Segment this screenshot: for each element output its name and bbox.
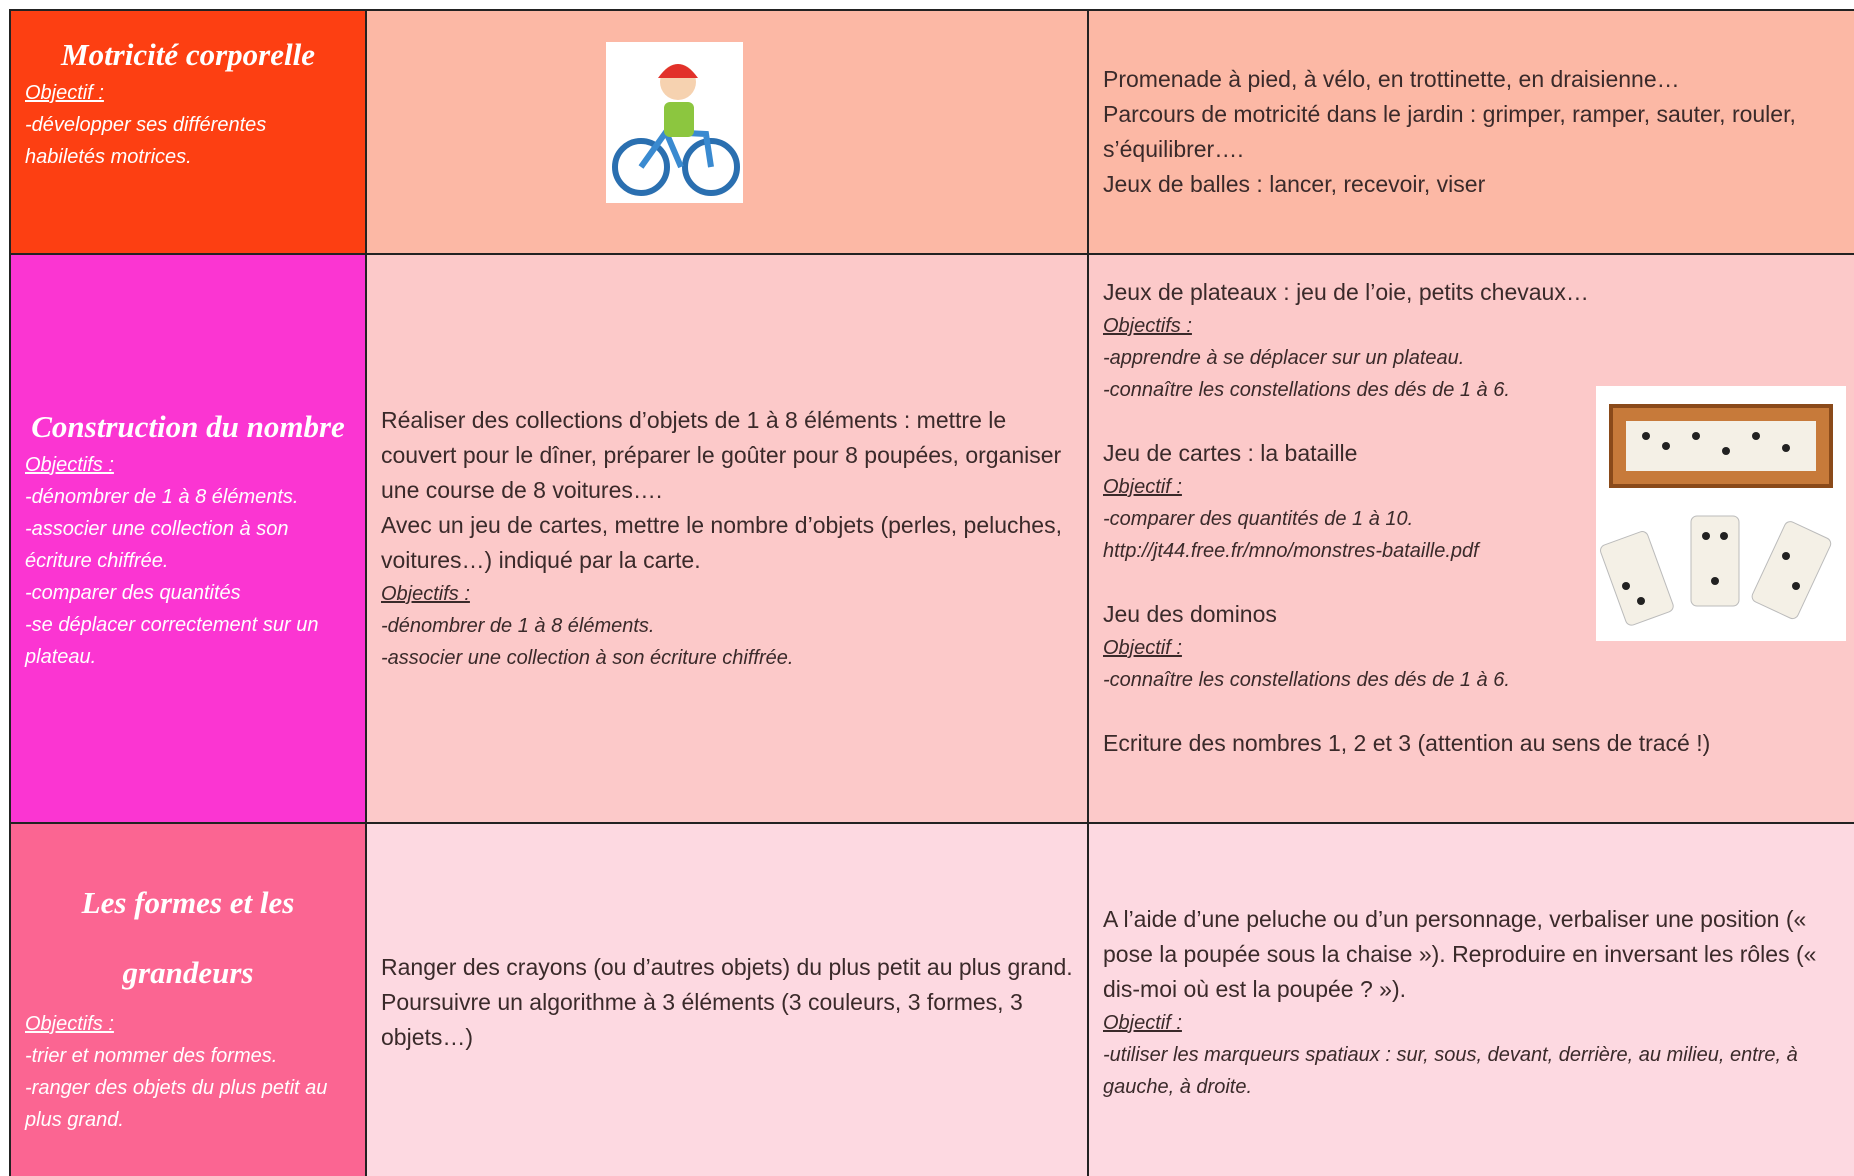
activity: Jeux de balles : lancer, recevoir, viser	[1103, 171, 1486, 197]
objective: -connaître les constellations des dés de…	[1103, 379, 1510, 401]
activity: Jeu des dominos	[1103, 601, 1277, 627]
domain-title: Les formes et les grandeurs	[81, 885, 295, 990]
activity: Jeux de plateaux : jeu de l’oie, petits …	[1103, 279, 1589, 305]
domain-title: Motricité corporelle	[61, 37, 315, 72]
domino-image	[1596, 386, 1846, 641]
activity-cell: A l’aide d’une peluche ou d’un personnag…	[1087, 822, 1854, 1176]
activity: Réaliser des collections d’objets de 1 à…	[381, 407, 1062, 503]
objective: -apprendre à se déplacer sur un plateau.	[1103, 347, 1465, 369]
activity: Parcours de motricité dans le jardin : g…	[1103, 101, 1796, 162]
domain-cell: Motricité corporelle Objectif : -dévelop…	[9, 9, 367, 255]
objective: -développer ses différentes habiletés mo…	[25, 114, 267, 168]
image-cell	[365, 9, 1089, 255]
objective: -dénombrer de 1 à 8 éléments.	[381, 615, 655, 637]
activity-cell: Promenade à pied, à vélo, en trottinette…	[1087, 9, 1854, 255]
objective: -dénombrer de 1 à 8 éléments.	[25, 485, 299, 508]
link: http://jt44.free.fr/mno/monstres-bataill…	[1103, 540, 1479, 562]
objective-label: Objectifs :	[25, 453, 114, 476]
objective: -associer une collection à son écriture …	[381, 647, 794, 669]
activity: Jeu de cartes : la bataille	[1103, 440, 1358, 466]
objective-label: Objectif :	[1103, 476, 1182, 498]
activity: Ranger des crayons (ou d’autres objets) …	[381, 953, 1073, 980]
objective: -utiliser les marqueurs spatiaux : sur, …	[1103, 1043, 1798, 1098]
objective: -associer une collection à son écriture …	[25, 517, 289, 572]
objective-label: Objectifs :	[25, 1013, 114, 1035]
objective-label: Objectif :	[1103, 637, 1182, 659]
cyclist-image	[606, 42, 743, 203]
domain-title: Construction du nombre	[31, 408, 345, 444]
activity-cell: Jeux de plateaux : jeu de l’oie, petits …	[1087, 253, 1854, 824]
activity: Promenade à pied, à vélo, en trottinette…	[1103, 66, 1680, 92]
activity: Avec un jeu de cartes, mettre le nombre …	[381, 512, 1062, 573]
activity: A l’aide d’une peluche ou d’un personnag…	[1103, 905, 1817, 1002]
activity: Ecriture des nombres 1, 2 et 3 (attentio…	[1103, 730, 1711, 756]
objective-label: Objectif :	[1103, 1011, 1182, 1034]
objective-label: Objectifs :	[381, 583, 470, 605]
objective: -comparer des quantités de 1 à 10.	[1103, 508, 1414, 530]
domain-cell: Construction du nombre Objectifs : -déno…	[9, 253, 367, 824]
domain-cell: Les formes et les grandeurs Objectifs : …	[9, 822, 367, 1176]
objective-label: Objectif :	[25, 82, 104, 104]
activity-cell: Ranger des crayons (ou d’autres objets) …	[365, 822, 1089, 1176]
objective-label: Objectifs :	[1103, 315, 1192, 337]
objective: -ranger des objets du plus petit au plus…	[25, 1077, 328, 1131]
objective: -connaître les constellations des dés de…	[1103, 669, 1510, 691]
objective: -comparer des quantités	[25, 581, 241, 604]
objective: -trier et nommer des formes.	[25, 1045, 278, 1067]
objective: -se déplacer correctement sur un plateau…	[25, 613, 319, 668]
activity-cell: Réaliser des collections d’objets de 1 à…	[365, 253, 1089, 824]
activity: Poursuivre un algorithme à 3 éléments (3…	[381, 988, 1023, 1050]
